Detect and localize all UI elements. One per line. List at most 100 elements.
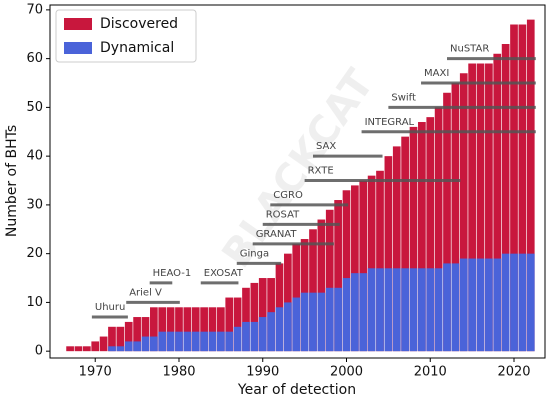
- bar: [468, 63, 476, 352]
- x-tick-label: 2000: [330, 365, 363, 380]
- bar: [510, 253, 518, 352]
- legend-swatch: [64, 42, 92, 54]
- bar: [376, 170, 384, 352]
- mission-label: RXTE: [308, 166, 334, 177]
- bar: [418, 268, 426, 352]
- bar: [191, 307, 200, 352]
- mission-label: Swift: [391, 92, 416, 103]
- y-tick-label: 30: [26, 197, 43, 212]
- bar: [124, 341, 133, 352]
- bar: [242, 287, 250, 352]
- bar: [166, 331, 175, 352]
- bar: [367, 268, 376, 352]
- bar: [359, 273, 368, 352]
- bar: [384, 156, 393, 352]
- x-tick-label: 2020: [497, 365, 530, 380]
- bar: [267, 312, 275, 352]
- mission-label: CGRO: [273, 190, 303, 201]
- y-axis-label: Number of BHTs: [4, 125, 20, 237]
- bar: [250, 321, 259, 352]
- plot-frame: [49, 4, 546, 359]
- bar: [401, 268, 409, 352]
- bar: [309, 292, 317, 352]
- mission-label: Uhuru: [95, 302, 125, 313]
- bar: [133, 341, 141, 352]
- bar: [91, 341, 100, 352]
- bar: [217, 331, 225, 352]
- y-tick-label: 10: [26, 295, 43, 310]
- bar: [242, 321, 250, 352]
- bar: [434, 107, 443, 352]
- x-tick-label: 1970: [79, 365, 112, 380]
- bar: [217, 307, 225, 352]
- bar: [183, 331, 192, 352]
- bar: [443, 92, 451, 352]
- bar: [133, 317, 141, 352]
- x-tick-label: 2010: [414, 365, 447, 380]
- bar: [392, 146, 401, 352]
- legend-swatch: [64, 18, 92, 30]
- mission-label: Ariel V: [129, 287, 162, 298]
- bar: [409, 126, 418, 352]
- bar: [351, 185, 359, 352]
- bar: [74, 346, 83, 352]
- bar: [141, 317, 150, 352]
- x-tick-label: 1990: [246, 365, 279, 380]
- bar: [175, 331, 183, 352]
- y-tick-label: 70: [26, 2, 43, 17]
- bar: [325, 209, 334, 352]
- bar: [233, 326, 242, 352]
- mission-label: MAXI: [424, 68, 449, 79]
- bar: [476, 63, 485, 352]
- bar: [116, 326, 125, 352]
- bar: [317, 292, 326, 352]
- y-tick-label: 0: [35, 344, 43, 359]
- bar: [451, 263, 460, 352]
- bar: [493, 258, 502, 352]
- bar: [225, 331, 234, 352]
- legend-label: Discovered: [100, 16, 178, 32]
- bar: [99, 336, 108, 352]
- bar: [158, 307, 167, 352]
- bar: [258, 317, 267, 352]
- bar: [334, 200, 342, 352]
- bar: [384, 268, 393, 352]
- bar: [334, 287, 342, 352]
- bar: [141, 336, 150, 352]
- bar: [124, 321, 133, 352]
- bar: [309, 229, 317, 352]
- bar: [376, 268, 384, 352]
- mission-label: ROSAT: [266, 209, 300, 220]
- bar: [317, 219, 326, 352]
- mission-label: Ginga: [240, 248, 269, 259]
- mission-label: EXOSAT: [204, 268, 244, 279]
- bar: [66, 346, 74, 352]
- bar: [426, 268, 435, 352]
- bar: [342, 278, 351, 352]
- y-tick-label: 40: [26, 149, 43, 164]
- bar: [434, 268, 443, 352]
- y-tick-label: 20: [26, 246, 43, 261]
- bar: [208, 331, 217, 352]
- bar: [493, 53, 502, 352]
- bar: [476, 258, 485, 352]
- bar: [501, 253, 510, 352]
- bar: [342, 190, 351, 352]
- bar: [451, 83, 460, 352]
- bar: [485, 63, 493, 352]
- bar: [510, 24, 518, 352]
- bar: [200, 331, 208, 352]
- bar: [351, 273, 359, 352]
- bar: [108, 326, 116, 352]
- bar: [426, 117, 435, 352]
- bar: [409, 268, 418, 352]
- bar: [275, 263, 284, 352]
- x-axis-label: Year of detection: [237, 382, 356, 398]
- bar: [233, 297, 242, 352]
- bar: [158, 331, 167, 352]
- bar: [258, 278, 267, 352]
- legend-label: Dynamical: [100, 40, 174, 56]
- mission-label: NuSTAR: [450, 44, 489, 55]
- bar: [518, 24, 527, 352]
